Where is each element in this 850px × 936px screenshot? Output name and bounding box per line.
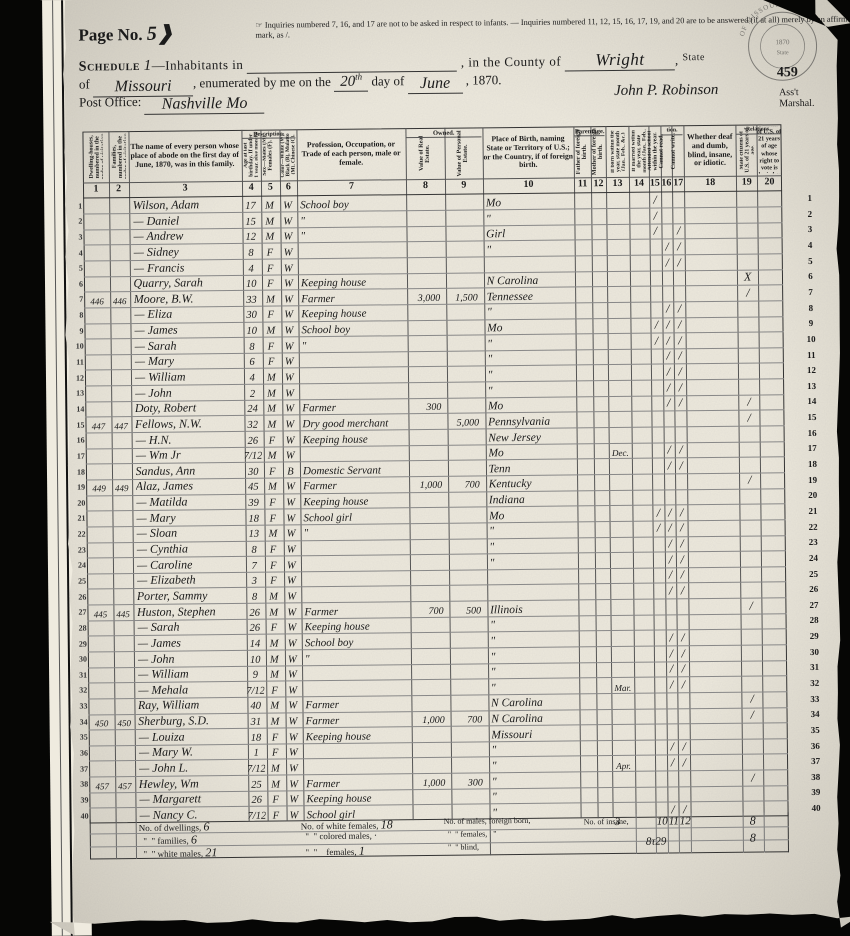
svg-text:State: State [777, 50, 789, 56]
svg-text:1870: 1870 [775, 38, 790, 46]
